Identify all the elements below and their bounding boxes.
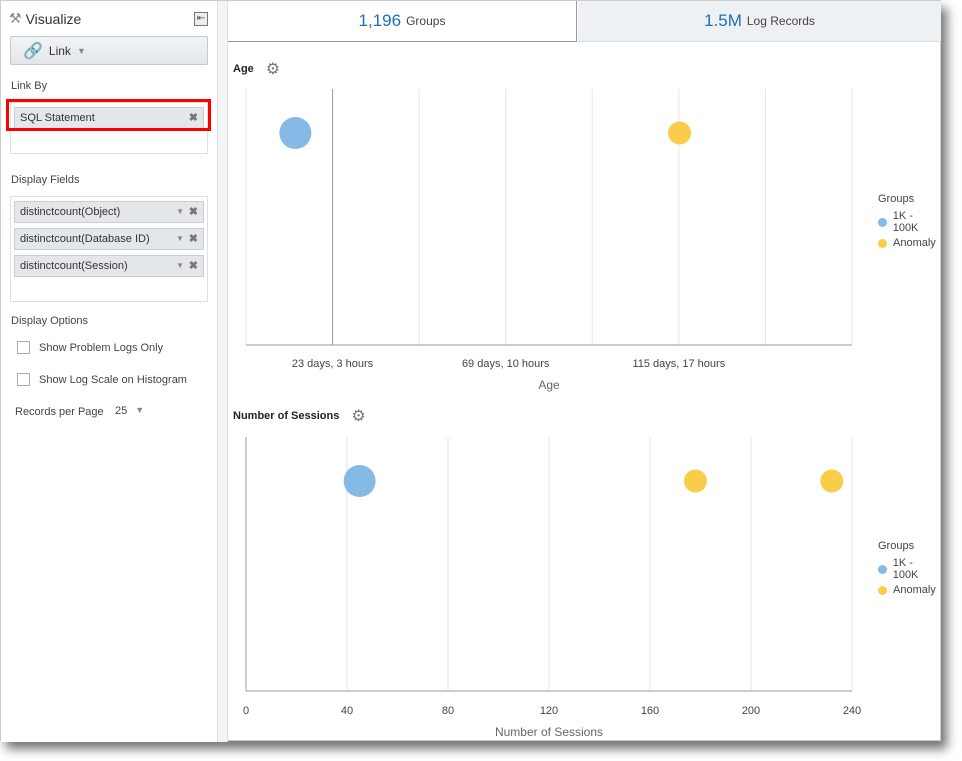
tick-label: 69 days, 10 hours [462,358,550,370]
chevron-down-icon[interactable]: ▼ [176,234,184,243]
legend-swatch [878,217,887,227]
display-field-chip[interactable]: distinctcount(Database ID) ▼ ✖ [14,228,204,250]
gear-icon[interactable]: ⚙ [351,408,366,425]
records-per-page-value: 25 [115,405,128,417]
data-point [668,121,692,145]
link-button[interactable]: 🔗 Link ▼ [10,36,208,65]
records-per-page-select[interactable]: 25 ▼ [115,405,144,417]
collapse-panel-icon[interactable]: ⇤ [194,12,208,26]
age-chart-header: Age ⚙ [233,59,280,79]
chevron-down-icon[interactable]: ▼ [176,261,184,270]
sidebar-header: ⚒ Visualize [9,10,81,27]
window: ⚒ Visualize ⇤ 🔗 Link ▼ Link By SQL Statemen… [0,0,941,742]
legend-item[interactable]: Anomaly [878,237,940,249]
tick-label: 80 [442,705,454,717]
tab-log-records[interactable]: 1.5M Log Records [578,1,941,42]
tick-label: 160 [641,705,659,717]
chevron-down-icon: ▼ [76,45,86,56]
legend-title: Groups [878,540,915,552]
tick-label: 23 days, 3 hours [292,358,374,370]
legend-item[interactable]: Anomaly [878,584,940,596]
remove-icon[interactable]: ✖ [188,260,198,272]
remove-icon[interactable]: ✖ [188,233,198,245]
sessions-chart-header: Number of Sessions ⚙ [233,406,366,426]
remove-icon[interactable]: ✖ [188,112,198,124]
display-options-label: Display Options [11,315,89,327]
legend-item[interactable]: 1K - 100K [878,557,940,581]
show-log-scale-checkbox[interactable] [17,373,30,386]
tick-label: 40 [341,705,353,717]
display-field-chip[interactable]: distinctcount(Object) ▼ ✖ [14,201,204,223]
legend-label: 1K - 100K [892,210,919,234]
tab-groups[interactable]: 1,196 Groups [228,1,577,42]
chip-label: SQL Statement [20,112,95,124]
chip-label: distinctcount(Session) [20,260,128,272]
tick-label: 200 [742,705,760,717]
show-problem-logs-label: Show Problem Logs Only [39,342,164,354]
x-axis-title: Number of Sessions [495,725,603,739]
show-log-scale-label: Show Log Scale on Histogram [39,374,187,386]
legend-item[interactable]: 1K - 100K [878,210,940,234]
gear-icon[interactable]: ⚙ [265,61,281,78]
chevron-down-icon: ▼ [135,405,145,415]
x-axis-title: Age [538,378,560,392]
tab-label: Log Records [746,14,815,28]
legend-swatch [878,564,887,574]
data-point [683,469,707,493]
show-problem-logs-checkbox[interactable] [17,341,30,354]
tick-label: 115 days, 17 hours [632,358,725,370]
data-point [279,117,312,149]
legend-swatch [878,585,887,595]
sidebar-title: Visualize [25,10,82,27]
sessions-legend: Groups 1K - 100K Anomaly [878,540,940,596]
chip-label: distinctcount(Database ID) [20,233,150,245]
chevron-down-icon[interactable]: ▼ [176,207,184,216]
sessions-chart-title: Number of Sessions [233,410,340,422]
groups-count: 1,196 [358,11,402,30]
age-chart-title: Age [233,63,254,75]
visualize-icon: ⚒ [9,10,22,26]
tick-label: 120 [540,705,558,717]
log-records-count: 1.5M [704,11,742,30]
highlight-box [6,99,211,131]
legend-label: Anomaly [893,584,936,596]
display-fields-label: Display Fields [11,174,80,186]
records-per-page-label: Records per Page [15,406,104,418]
link-by-label: Link By [11,80,48,92]
display-fields-box[interactable]: distinctcount(Object) ▼ ✖ distinctcount(Da… [10,196,208,302]
legend-title: Groups [878,193,915,205]
tab-label: Groups [406,14,446,28]
charts-svg: 23 days, 3 hours 69 days, 10 hours 115 day… [243,89,861,739]
data-point [820,469,844,493]
sidebar: ⚒ Visualize ⇤ 🔗 Link ▼ Link By SQL Statemen… [1,1,218,742]
splitter[interactable] [218,1,228,742]
age-legend: Groups 1K - 100K Anomaly [878,193,940,249]
legend-label: Anomaly [893,237,936,249]
link-icon: 🔗 [23,42,43,60]
link-button-label: Link [48,43,71,58]
tick-label: 240 [843,705,861,717]
legend-label: 1K - 100K [892,557,919,581]
remove-icon[interactable]: ✖ [188,206,198,218]
data-point [343,465,376,497]
tick-label: 0 [243,705,249,717]
legend-swatch [878,238,887,248]
chip-label: distinctcount(Object) [20,206,121,218]
display-field-chip[interactable]: distinctcount(Session) ▼ ✖ [14,255,204,277]
